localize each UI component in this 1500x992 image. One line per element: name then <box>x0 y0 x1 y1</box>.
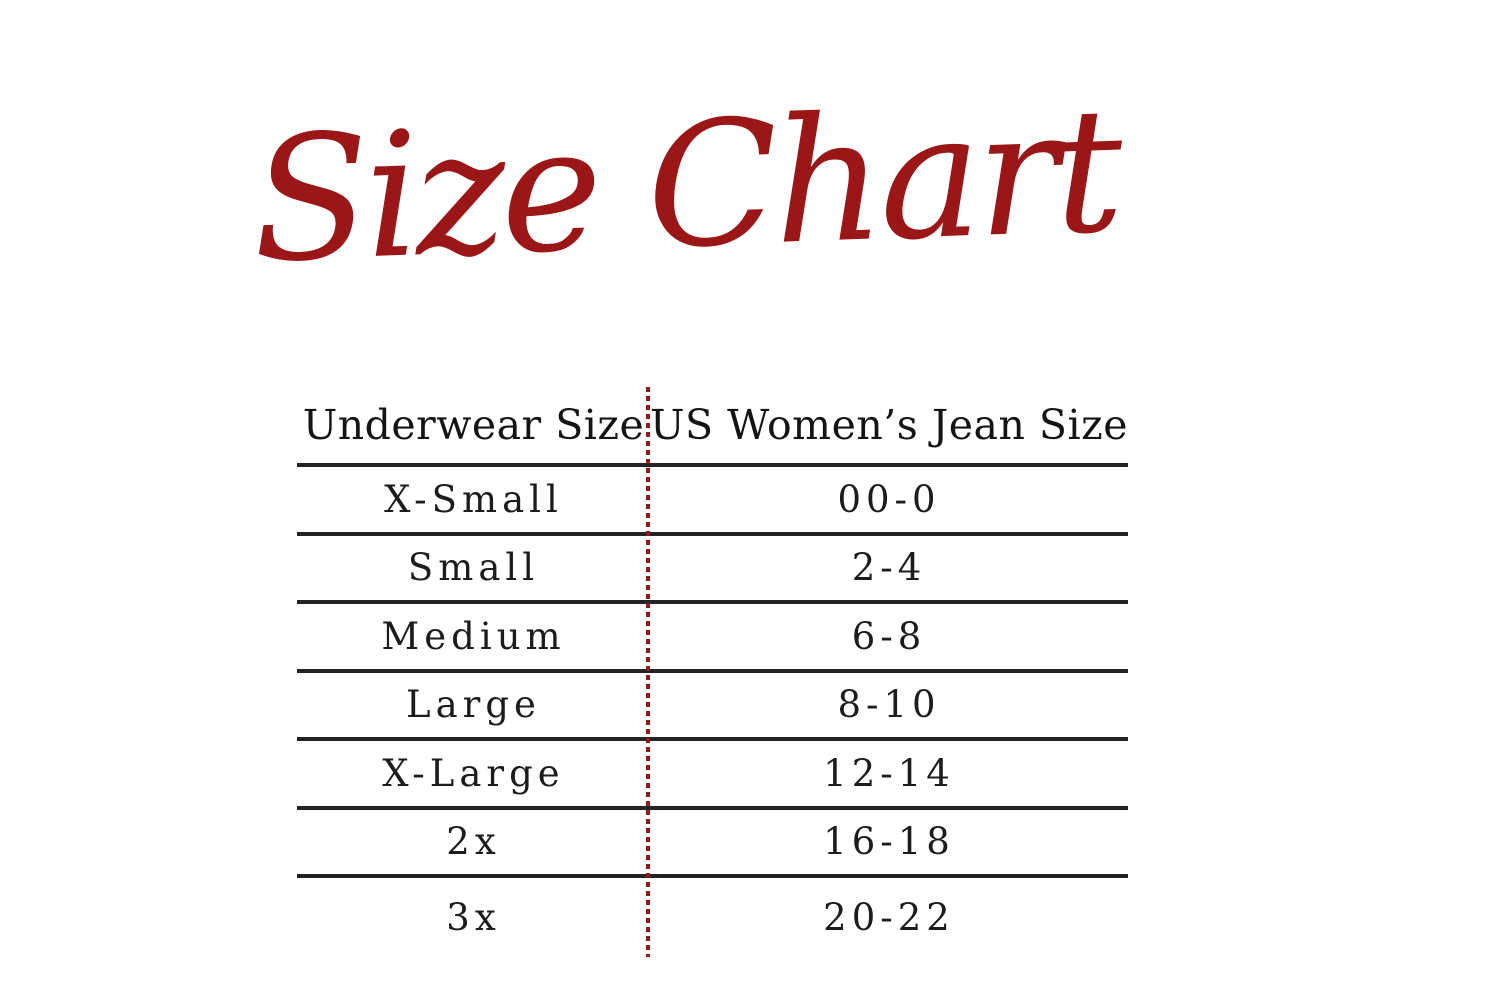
table-row: 2x 16-18 <box>297 810 1128 878</box>
underwear-size-value: X-Small <box>384 477 563 521</box>
underwear-size-value: 2x <box>446 820 501 864</box>
underwear-size-value: Medium <box>381 614 566 658</box>
underwear-size-value: Small <box>407 546 540 590</box>
jean-size-value: 8-10 <box>837 683 941 727</box>
underwear-size-value: Large <box>406 683 541 727</box>
table-row: X-Small 00-0 <box>297 467 1128 536</box>
column-header-underwear-size: Underwear Size <box>302 401 645 449</box>
underwear-size-value: 3x <box>446 896 501 939</box>
table-row: Small 2-4 <box>297 536 1128 604</box>
jean-size-value: 2-4 <box>851 546 927 590</box>
page-title: Size Chart <box>248 69 1122 302</box>
column-header-jean-size: US Women’s Jean Size <box>649 401 1128 449</box>
size-table: Underwear Size US Women’s Jean Size X-Sm… <box>297 387 1128 957</box>
column-divider-dotted-line <box>646 387 650 957</box>
jean-size-value: 6-8 <box>851 614 927 658</box>
table-row: Medium 6-8 <box>297 604 1128 673</box>
table-header-row: Underwear Size US Women’s Jean Size <box>297 387 1128 467</box>
underwear-size-value: X-Large <box>382 751 565 795</box>
table-row: 3x 20-22 <box>297 878 1128 957</box>
jean-size-value: 00-0 <box>837 477 941 521</box>
table-row: Large 8-10 <box>297 673 1128 741</box>
table-row: X-Large 12-14 <box>297 741 1128 810</box>
jean-size-value: 20-22 <box>823 896 955 939</box>
jean-size-value: 12-14 <box>823 751 955 795</box>
jean-size-value: 16-18 <box>823 820 955 864</box>
